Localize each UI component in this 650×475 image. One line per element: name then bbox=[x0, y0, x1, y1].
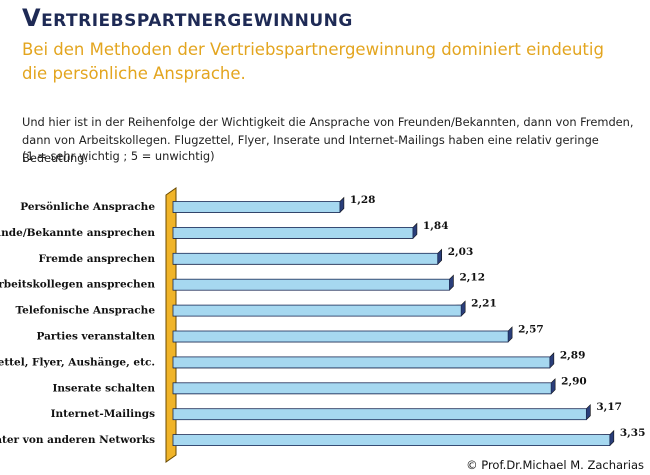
value-label: 3,35 bbox=[620, 427, 646, 439]
value-label: 2,21 bbox=[471, 298, 497, 310]
bar bbox=[172, 434, 611, 447]
category-label: Persönliche Ansprache bbox=[20, 201, 155, 213]
value-label: 1,84 bbox=[423, 220, 449, 232]
bar bbox=[172, 330, 509, 343]
bar bbox=[172, 356, 551, 369]
copyright: © Prof.Dr.Michael M. Zacharias bbox=[466, 458, 644, 472]
value-label: 2,03 bbox=[448, 246, 474, 258]
description: Und hier ist in der Reihenfolge der Wich… bbox=[22, 115, 634, 165]
bar bbox=[172, 278, 450, 291]
bar bbox=[172, 201, 341, 213]
bar bbox=[172, 408, 587, 421]
value-label: 2,12 bbox=[459, 272, 485, 284]
category-label: Inserate schalten bbox=[52, 382, 155, 394]
category-label: Internet-Mailings bbox=[51, 408, 155, 420]
bar bbox=[172, 226, 414, 239]
subtitle: Bei den Methoden der Vertriebspartnergew… bbox=[22, 40, 604, 83]
category-label: Berater von anderen Networks bbox=[0, 434, 155, 446]
category-label: Fremde ansprechen bbox=[38, 253, 155, 265]
value-label: 2,90 bbox=[561, 375, 587, 387]
category-label: Freunde/Bekannte ansprechen bbox=[0, 227, 155, 239]
category-label: Arbeitskollegen ansprechen bbox=[0, 279, 155, 291]
value-label: 3,17 bbox=[596, 401, 622, 413]
value-label: 1,28 bbox=[350, 194, 376, 206]
category-label: Parties veranstalten bbox=[36, 331, 155, 343]
bar bbox=[172, 252, 439, 265]
category-label: Telefonische Ansprache bbox=[16, 305, 156, 317]
bar bbox=[172, 382, 552, 395]
value-label: 2,57 bbox=[518, 324, 544, 336]
value-label: 2,89 bbox=[560, 349, 586, 361]
title: Vertriebspartnergewinnung bbox=[22, 4, 353, 32]
note: (1 = sehr wichtig ; 5 = unwichtig) bbox=[22, 149, 215, 163]
category-label: Flugzettel, Flyer, Aushänge, etc. bbox=[0, 356, 155, 368]
bar bbox=[172, 304, 462, 317]
